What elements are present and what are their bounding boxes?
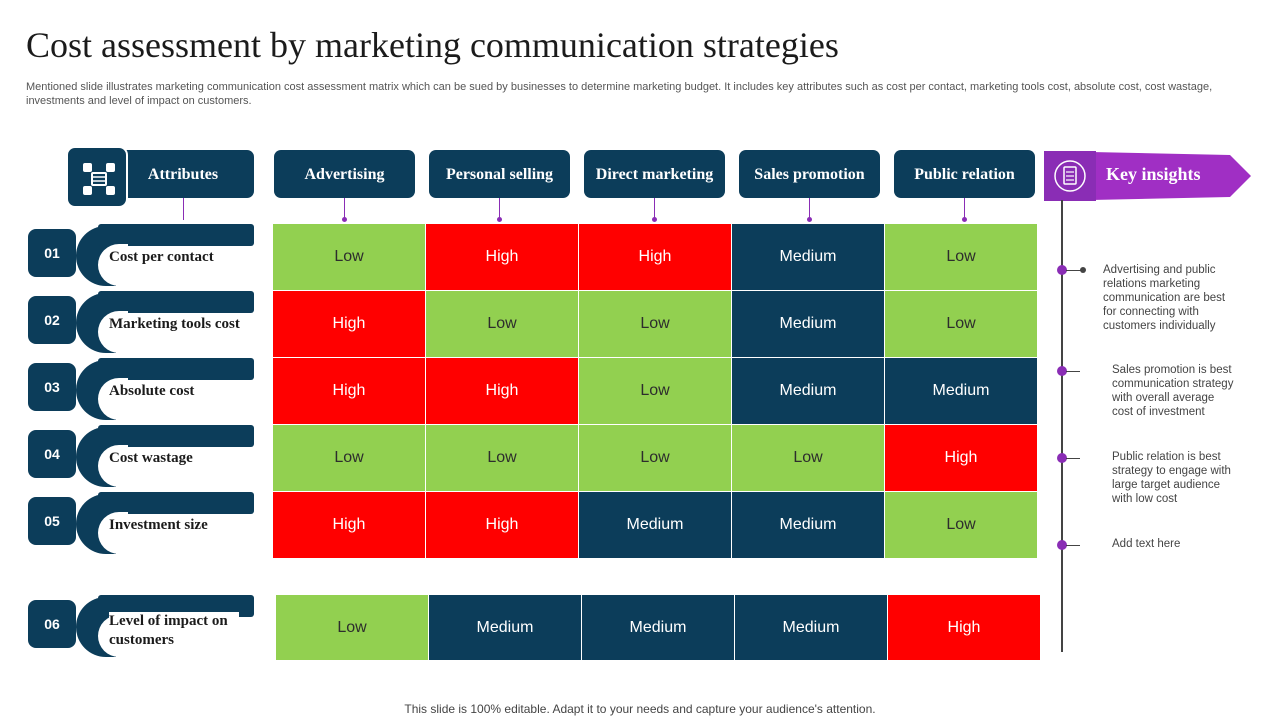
matrix-cell: High	[579, 224, 732, 291]
matrix-cell: Medium	[732, 291, 885, 358]
column-header-2: Personal selling	[429, 150, 570, 198]
row-tab	[98, 595, 254, 617]
matrix-cell: Medium	[579, 492, 732, 559]
matrix-cell: High	[426, 492, 579, 559]
connector-dot	[962, 217, 967, 222]
matrix-cell: Low	[885, 492, 1038, 559]
connector-dot	[652, 217, 657, 222]
key-insights-title: Key insights	[1106, 164, 1201, 184]
matrix-cell: Medium	[885, 358, 1038, 425]
insight-text: Advertising and public relations marketi…	[1103, 264, 1226, 332]
row-label: Cost per contact	[109, 248, 269, 267]
row-tab	[98, 492, 254, 514]
column-header-4: Sales promotion	[739, 150, 880, 198]
connector-dot	[807, 217, 812, 222]
insight-text: Sales promotion is best communication st…	[1112, 364, 1234, 418]
row-tab	[98, 425, 254, 447]
row-number-badge: 04	[28, 430, 76, 478]
matrix-cell: Low	[273, 425, 426, 492]
matrix-cell: High	[273, 358, 426, 425]
matrix-cell: Low	[579, 425, 732, 492]
row-label: Cost wastage	[109, 449, 269, 468]
insight-tick	[1066, 545, 1080, 546]
connector-dot	[497, 217, 502, 222]
column-connector	[499, 198, 500, 218]
network-diagram-icon	[66, 146, 128, 208]
matrix-cell: Low	[732, 425, 885, 492]
matrix-cell: Low	[426, 291, 579, 358]
row-number-badge: 03	[28, 363, 76, 411]
matrix-cell: Low	[885, 224, 1038, 291]
attributes-connector	[183, 198, 184, 220]
matrix-cell: High	[885, 425, 1038, 492]
matrix-cell: Medium	[429, 595, 582, 661]
insight-tick-end	[1080, 267, 1086, 273]
matrix-cell: Medium	[732, 224, 885, 291]
column-header-1: Advertising	[274, 150, 415, 198]
matrix-cell: Medium	[735, 595, 888, 661]
matrix-cell: Low	[885, 291, 1038, 358]
insight-tick	[1066, 458, 1080, 459]
matrix-cell: Low	[276, 595, 429, 661]
insight-marker	[1057, 540, 1067, 550]
row-label: Absolute cost	[109, 382, 269, 401]
header-attributes-label: Attributes	[147, 165, 219, 183]
insight-marker	[1057, 453, 1067, 463]
column-connector	[809, 198, 810, 218]
row-label: Level of impact on customers	[109, 612, 239, 650]
insights-timeline	[1061, 200, 1063, 652]
row-label: Marketing tools cost	[109, 315, 269, 334]
matrix-cell: Low	[579, 358, 732, 425]
row-label: Investment size	[109, 516, 269, 535]
matrix-cell: Medium	[732, 492, 885, 559]
insight-tick	[1066, 371, 1080, 372]
matrix-cell: High	[888, 595, 1041, 661]
matrix-cell: Medium	[582, 595, 735, 661]
matrix-cell: High	[426, 224, 579, 291]
key-insights-banner	[1044, 151, 1251, 201]
insight-marker	[1057, 265, 1067, 275]
row-tab	[98, 358, 254, 380]
matrix-cell: High	[426, 358, 579, 425]
column-header-3: Direct marketing	[584, 150, 725, 198]
row-tab	[98, 291, 254, 313]
footer-note: This slide is 100% editable. Adapt it to…	[404, 702, 876, 716]
insight-tick	[1066, 270, 1084, 271]
matrix-cell: High	[273, 291, 426, 358]
row-number-badge: 01	[28, 229, 76, 277]
matrix-cell: Low	[273, 224, 426, 291]
matrix-cell: High	[273, 492, 426, 559]
column-connector	[344, 198, 345, 218]
connector-dot	[342, 217, 347, 222]
column-connector	[964, 198, 965, 218]
row-number-badge: 05	[28, 497, 76, 545]
insight-text: Add text here	[1112, 538, 1181, 550]
row-tab	[98, 224, 254, 246]
column-connector	[654, 198, 655, 218]
document-list-icon	[1055, 160, 1085, 190]
insight-marker	[1057, 366, 1067, 376]
insight-text: Public relation is best strategy to enga…	[1112, 451, 1231, 505]
matrix-cell: Low	[426, 425, 579, 492]
page-title: Cost assessment by marketing communicati…	[26, 25, 839, 65]
row-number-badge: 02	[28, 296, 76, 344]
column-header-5: Public relation	[894, 150, 1035, 198]
row-number-badge: 06	[28, 600, 76, 648]
page-subtitle: Mentioned slide illustrates marketing co…	[26, 81, 1213, 107]
matrix-cell: Low	[579, 291, 732, 358]
matrix-cell: Medium	[732, 358, 885, 425]
